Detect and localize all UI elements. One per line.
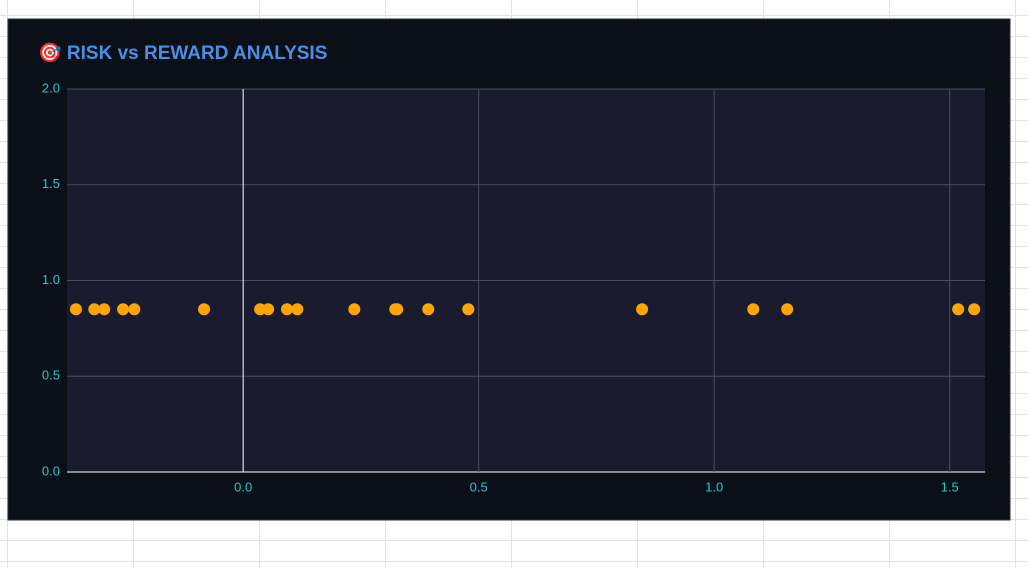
- y-tick-label: 0.0: [42, 463, 60, 478]
- point: [781, 303, 794, 316]
- point: [262, 303, 275, 316]
- y-tick-label: 0.5: [42, 368, 60, 383]
- x-tick-label: 0.5: [470, 479, 488, 494]
- point: [391, 303, 404, 316]
- x-tick-label: 1.5: [941, 479, 959, 494]
- point: [291, 303, 304, 316]
- y-tick-label: 1.0: [42, 272, 60, 287]
- point: [462, 303, 475, 316]
- y-tick-label: 1.5: [42, 176, 60, 191]
- point: [128, 303, 141, 316]
- point: [952, 303, 965, 316]
- chart-title: 🎯 RISK vs REWARD ANALYSIS: [38, 42, 327, 64]
- point: [636, 303, 649, 316]
- x-tick-label: 1.0: [705, 479, 723, 494]
- point: [280, 303, 293, 316]
- point: [98, 303, 111, 316]
- point: [88, 303, 101, 316]
- point: [69, 303, 82, 316]
- y-tick-label: 2.0: [42, 80, 60, 95]
- point: [422, 303, 435, 316]
- point: [198, 303, 211, 316]
- point: [117, 303, 130, 316]
- point: [747, 303, 760, 316]
- point: [348, 303, 361, 316]
- x-tick-label: 0.0: [234, 479, 252, 494]
- point: [968, 303, 981, 316]
